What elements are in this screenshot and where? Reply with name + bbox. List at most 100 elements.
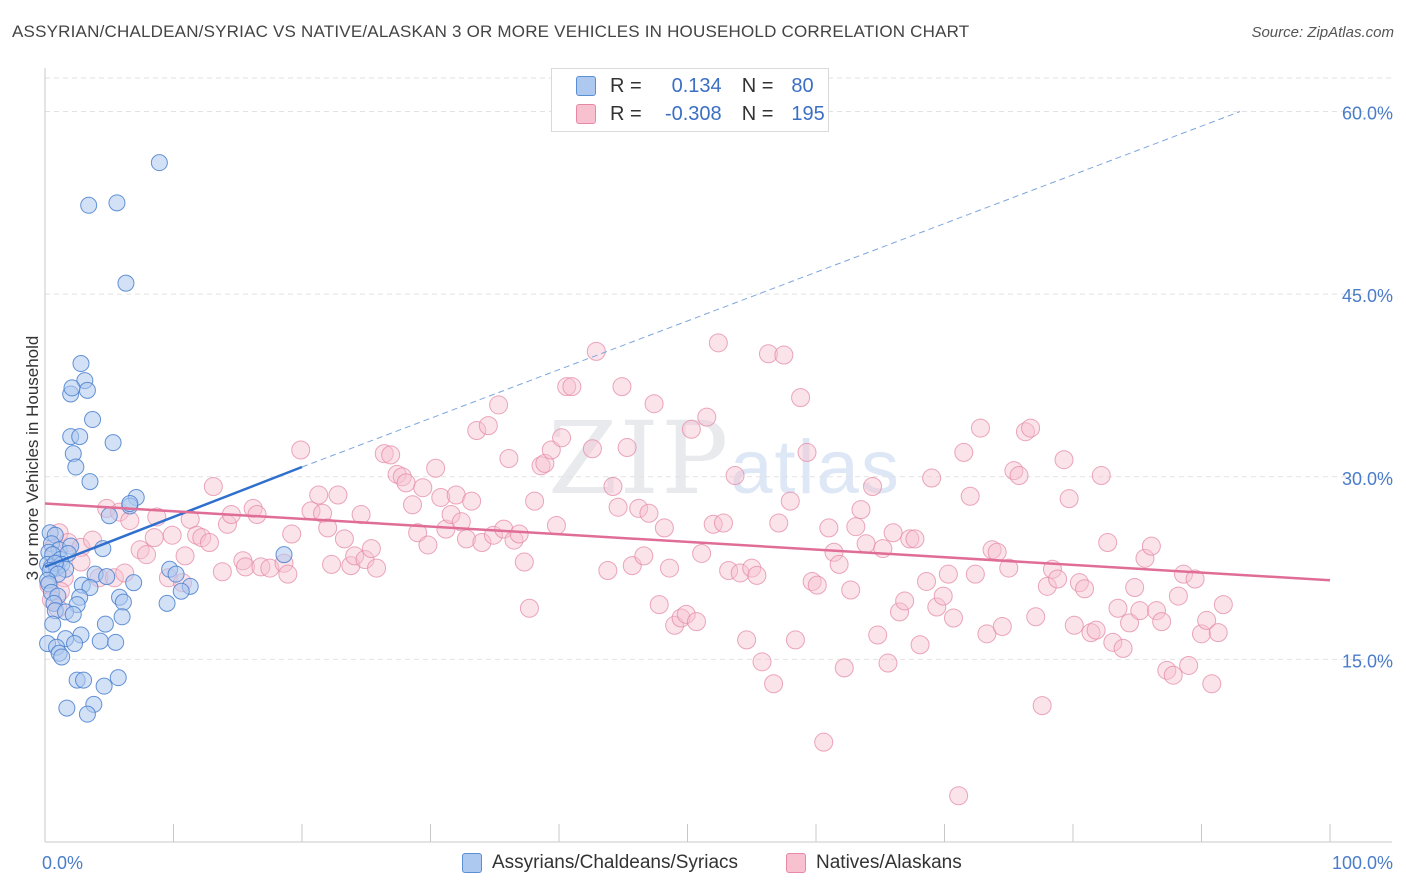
data-point-natives (900, 529, 920, 549)
data-point-natives (681, 419, 701, 439)
data-point-natives (1032, 696, 1052, 716)
data-point-natives (598, 561, 618, 581)
bottom-legend-swatch-pink (786, 853, 806, 873)
data-point-natives (960, 486, 980, 506)
data-point-natives (1168, 586, 1188, 606)
source-credit: Source: ZipAtlas.com (1251, 24, 1394, 41)
data-point-natives (764, 674, 784, 694)
data-point-natives (282, 524, 302, 544)
data-point-natives (970, 418, 990, 438)
data-point-natives (965, 564, 985, 584)
chart-title: ASSYRIAN/CHALDEAN/SYRIAC VS NATIVE/ALASK… (12, 22, 970, 41)
data-point-natives (499, 449, 519, 468)
data-point-assyrians (172, 582, 190, 600)
data-point-natives (617, 438, 637, 458)
trend-line-natives (44, 502, 1331, 582)
data-point-natives (1208, 623, 1228, 643)
data-point-natives (629, 498, 649, 518)
data-point-natives (703, 514, 723, 534)
data-point-natives (737, 630, 757, 650)
data-point-natives (883, 523, 903, 543)
data-point-natives (769, 513, 789, 533)
bottom-legend-natives: Natives/Alaskans (786, 852, 962, 874)
data-point-natives (943, 608, 963, 628)
data-point-assyrians (81, 473, 99, 491)
data-point-natives (1179, 655, 1199, 675)
data-point-natives (791, 388, 811, 408)
data-point-natives (1152, 612, 1172, 632)
data-point-natives (987, 542, 1007, 562)
data-point-assyrians (109, 669, 127, 687)
data-point-natives (1026, 607, 1046, 627)
data-point-natives (1141, 536, 1161, 556)
data-point-natives (1009, 466, 1029, 486)
data-point-natives (1081, 623, 1101, 643)
data-point-assyrians (84, 411, 102, 429)
legend-row-natives: R = -0.308 N = 195 (576, 101, 825, 127)
data-point-natives (1213, 595, 1233, 615)
data-point-natives (313, 503, 333, 523)
data-point-natives (603, 477, 623, 497)
data-point-natives (334, 529, 354, 549)
data-point-natives (514, 552, 534, 572)
data-point-natives (130, 540, 150, 560)
legend-n-value: 195 (791, 102, 825, 125)
data-point-natives (431, 487, 451, 507)
legend-swatch-blue (576, 76, 596, 96)
data-point-natives (676, 604, 696, 624)
data-point-natives (478, 416, 498, 436)
data-point-natives (509, 524, 529, 544)
data-point-natives (1113, 638, 1133, 658)
data-point-natives (1202, 674, 1222, 694)
legend-row-assyrians: R = 0.134 N = 80 (576, 73, 814, 99)
data-point-natives (235, 557, 255, 577)
data-point-natives (895, 591, 915, 611)
trend-line-assyrians-extended (301, 111, 1241, 468)
data-point-assyrians (275, 546, 293, 564)
data-point-natives (396, 473, 416, 493)
data-point-natives (665, 615, 685, 635)
data-point-natives (1059, 489, 1079, 509)
data-point-natives (780, 491, 800, 511)
data-point-natives (392, 467, 412, 487)
data-point-natives (243, 498, 263, 518)
data-point-natives (819, 518, 839, 538)
data-point-natives (1037, 576, 1057, 596)
data-point-natives (730, 563, 750, 583)
data-point-natives (1135, 548, 1155, 568)
data-point-natives (199, 533, 219, 553)
data-point-natives (328, 485, 348, 505)
data-point-natives (802, 571, 822, 591)
data-point-natives (999, 558, 1019, 578)
y-tick-label: 30.0% (1342, 469, 1393, 489)
data-point-natives (309, 485, 329, 505)
data-point-natives (977, 624, 997, 644)
data-point-natives (797, 442, 817, 462)
data-point-natives (361, 539, 381, 559)
data-point-assyrians (44, 615, 62, 633)
data-point-natives (1048, 569, 1068, 589)
data-point-natives (413, 478, 433, 498)
data-point-assyrians (81, 579, 99, 597)
data-point-assyrians (72, 355, 90, 373)
data-point-natives (1125, 578, 1145, 598)
data-point-natives (341, 556, 361, 576)
data-point-assyrians (64, 605, 82, 623)
data-point-natives (1108, 598, 1128, 618)
data-point-natives (374, 444, 394, 464)
data-point-natives (1091, 466, 1111, 486)
data-point-natives (1197, 610, 1217, 630)
data-point-natives (1174, 564, 1194, 584)
y-tick-label: 60.0% (1342, 104, 1393, 124)
data-point-natives (634, 546, 654, 566)
data-point-natives (322, 554, 342, 574)
data-point-natives (408, 523, 428, 543)
data-point-natives (1086, 620, 1106, 640)
data-point-natives (441, 505, 461, 525)
data-point-natives (1147, 601, 1167, 621)
legend-swatch-pink (576, 104, 596, 124)
data-point-natives (807, 575, 827, 595)
legend-r-value: -0.308 (664, 102, 722, 125)
data-point-natives (1075, 579, 1095, 599)
data-point-natives (144, 528, 164, 548)
